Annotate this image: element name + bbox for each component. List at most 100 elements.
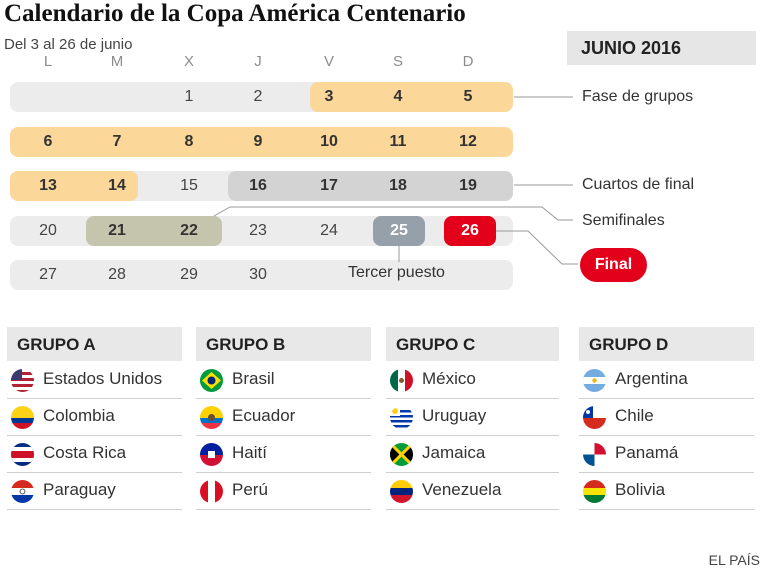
uruguay-flag-icon [390, 406, 413, 429]
final-badge: Final [580, 248, 647, 282]
legend-semis: Semifinales [582, 212, 665, 229]
week-2-row [10, 127, 513, 157]
costa-rica-flag-icon [11, 443, 34, 466]
team-row: Paraguay [7, 473, 182, 510]
team-row: Costa Rica [7, 436, 182, 473]
third-place-pill [373, 216, 425, 246]
day-2: 2 [253, 88, 263, 105]
group-stage-pill [10, 171, 138, 201]
team-name: Jamaica [422, 443, 486, 462]
mexico-flag-icon [390, 369, 413, 392]
day-20: 20 [39, 222, 57, 239]
day-30: 30 [249, 266, 267, 283]
day-17: 17 [320, 177, 338, 194]
team-row: Brasil [196, 362, 371, 399]
day-18: 18 [389, 177, 407, 194]
month-label: JUNIO 2016 [581, 38, 682, 58]
dayhead-x: X [183, 53, 194, 70]
day-25: 25 [390, 222, 408, 239]
source-credit: EL PAÍS [708, 552, 760, 568]
team-row: Ecuador [196, 399, 371, 436]
usa-flag-icon [11, 369, 34, 392]
team-row: Chile [579, 399, 754, 436]
day-15: 15 [180, 177, 198, 194]
page-subtitle: Del 3 al 26 de junio [4, 36, 133, 53]
team-row: Estados Unidos [7, 362, 182, 399]
day-5: 5 [463, 88, 473, 105]
team-row: Panamá [579, 436, 754, 473]
team-name: Perú [232, 480, 268, 499]
day-7: 7 [112, 133, 122, 150]
group-stage-pill [310, 82, 513, 112]
semis-connector [213, 206, 573, 221]
team-name: Uruguay [422, 406, 487, 425]
team-row: Uruguay [386, 399, 559, 436]
third-place-label: Tercer puesto [348, 264, 445, 281]
day-21: 21 [108, 222, 126, 239]
team-name: Chile [615, 406, 654, 425]
page-title: Calendario de la Copa América Centenario [4, 0, 466, 27]
jamaica-flag-icon [390, 443, 413, 466]
team-name: Ecuador [232, 406, 296, 425]
team-name: Panamá [615, 443, 679, 462]
dayhead-v: V [323, 53, 334, 70]
group-b-header: GRUPO B [196, 327, 371, 361]
dayhead-m: M [110, 53, 124, 70]
legend-groups: Fase de grupos [582, 88, 694, 105]
team-row: Colombia [7, 399, 182, 436]
week-5-row [10, 260, 513, 290]
brazil-flag-icon [200, 369, 223, 392]
team-name: Estados Unidos [43, 369, 163, 388]
team-name: Brasil [232, 369, 275, 388]
colombia-flag-icon [11, 406, 34, 429]
day-6: 6 [43, 133, 53, 150]
argentina-flag-icon [583, 369, 606, 392]
day-8: 8 [184, 133, 194, 150]
final-pill [444, 216, 496, 246]
day-22: 22 [180, 222, 198, 239]
day-11: 11 [389, 133, 407, 150]
team-row: Jamaica [386, 436, 559, 473]
legend-quarters: Cuartos de final [582, 176, 695, 193]
dayhead-d: D [462, 53, 474, 70]
group-c-header: GRUPO C [386, 327, 559, 361]
day-14: 14 [108, 177, 126, 194]
dayhead-s: S [392, 53, 403, 70]
team-row: Perú [196, 473, 371, 510]
team-row: Haití [196, 436, 371, 473]
day-3: 3 [324, 88, 334, 105]
panama-flag-icon [583, 443, 606, 466]
peru-flag-icon [200, 480, 223, 503]
team-row: Venezuela [386, 473, 559, 510]
day-19: 19 [459, 177, 477, 194]
day-29: 29 [180, 266, 198, 283]
team-name: Paraguay [43, 480, 116, 499]
haiti-flag-icon [200, 443, 223, 466]
dayhead-j: J [254, 53, 262, 70]
bolivia-flag-icon [583, 480, 606, 503]
dayhead-l: L [43, 53, 53, 70]
final-connector [496, 230, 578, 265]
day-26: 26 [461, 222, 479, 239]
team-name: Costa Rica [43, 443, 127, 462]
day-13: 13 [39, 177, 57, 194]
team-name: Haití [232, 443, 267, 462]
team-row: Bolivia [579, 473, 754, 510]
chile-flag-icon [583, 406, 606, 429]
day-23: 23 [249, 222, 267, 239]
semi-finals-pill [86, 216, 222, 246]
day-24: 24 [320, 222, 338, 239]
team-name: México [422, 369, 476, 388]
ecuador-flag-icon [200, 406, 223, 429]
team-row: México [386, 362, 559, 399]
quarter-finals-pill [228, 171, 513, 201]
day-9: 9 [253, 133, 263, 150]
team-name: Bolivia [615, 480, 666, 499]
day-1: 1 [184, 88, 194, 105]
group-a-header: GRUPO A [7, 327, 182, 361]
day-16: 16 [249, 177, 267, 194]
group-d-header: GRUPO D [579, 327, 754, 361]
team-name: Colombia [43, 406, 115, 425]
day-4: 4 [393, 88, 403, 105]
team-name: Venezuela [422, 480, 502, 499]
